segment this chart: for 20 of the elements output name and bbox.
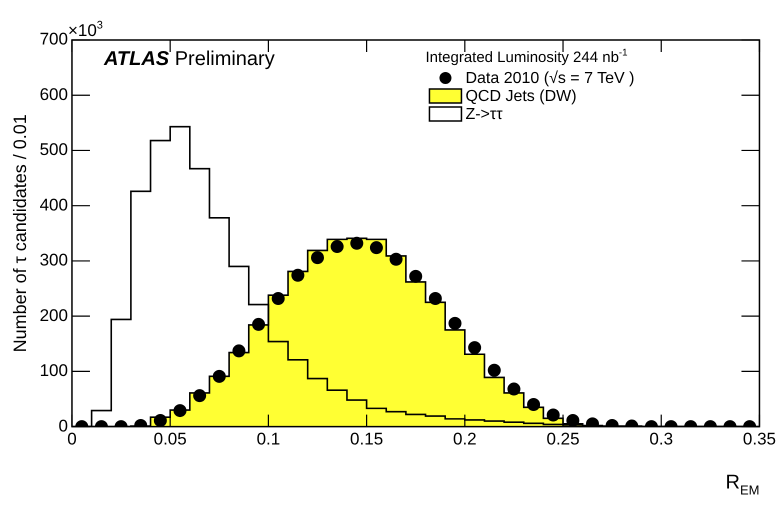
x-tick-label: 0.1	[256, 429, 280, 448]
y-tick-label: 200	[40, 306, 68, 325]
x-tick-label: 0.05	[154, 429, 187, 448]
y-tick-label: 700	[40, 30, 68, 49]
y-tick-label: 500	[40, 140, 68, 160]
legend-label: Z->ττ	[465, 106, 504, 123]
x-tick-label: 0.3	[649, 429, 674, 448]
y-tick-label: 0	[58, 416, 68, 436]
legend-label: QCD Jets (DW)	[465, 88, 577, 105]
y-tick-label: 400	[40, 195, 68, 214]
y-tick-label: 600	[40, 84, 68, 104]
x-tick-label: 0.15	[350, 429, 384, 448]
y-tick-label: 100	[40, 361, 68, 380]
annotation: ATLAS Preliminary	[102, 48, 275, 70]
legend-label: Data 2010 (√s = 7 TeV )	[465, 70, 634, 87]
x-tick-label: 0.35	[742, 429, 776, 448]
x-tick-label: 0.25	[546, 429, 580, 448]
x-tick-label: 0.2	[452, 429, 477, 448]
y-axis-title: Number of τ candidates / 0.01	[10, 114, 30, 352]
y-tick-label: 300	[40, 250, 68, 270]
